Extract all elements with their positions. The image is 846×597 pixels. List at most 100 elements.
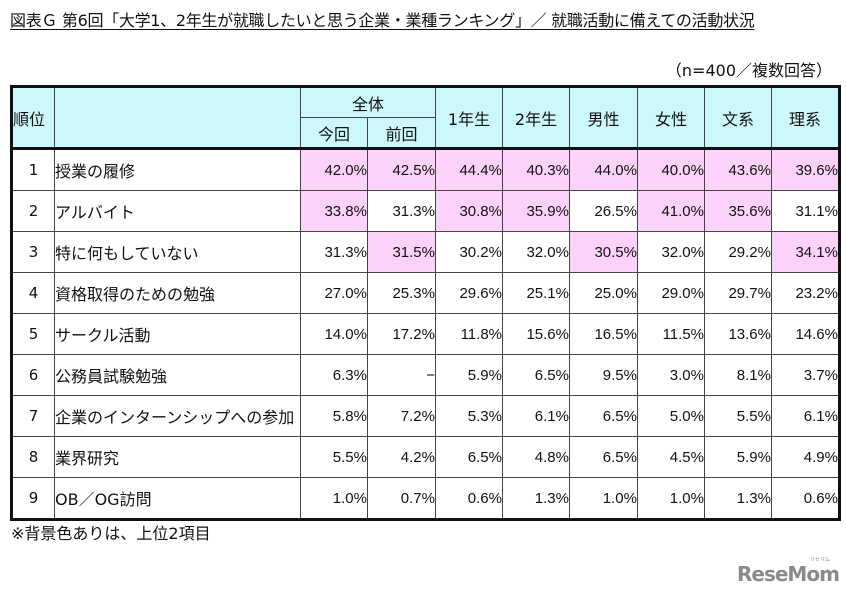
- value-cell: 16.5%: [569, 313, 638, 355]
- value-cell: 6.5%: [569, 436, 638, 478]
- value-cell: 3.0%: [637, 354, 705, 396]
- sample-note: （n=400／複数回答）: [665, 61, 832, 80]
- value-cell: 4.8%: [502, 436, 570, 478]
- header-previous: 前回: [367, 117, 436, 150]
- value-cell: 14.6%: [771, 313, 840, 355]
- footnote: ※背景色ありは、上位2項目: [11, 524, 211, 543]
- item-cell: 企業のインターンシップへの参加: [54, 395, 301, 437]
- value-cell: 6.5%: [502, 354, 570, 396]
- item-cell: 業界研究: [54, 436, 301, 478]
- value-cell: 30.8%: [435, 190, 503, 232]
- value-cell: 14.0%: [300, 313, 368, 355]
- table-row: 7 企業のインターンシップへの参加 5.8% 7.2% 5.3% 6.1% 6.5% 5.0%…: [11, 395, 840, 437]
- item-cell: 公務員試験勉強: [54, 354, 301, 396]
- value-cell: 1.3%: [704, 477, 772, 520]
- value-cell: 32.0%: [637, 231, 705, 273]
- activity-table: 順位 全体 1年生 2年生 男性 女性 文系 理系 今回 前回 1 授業の履修 42…: [10, 85, 841, 521]
- value-cell: 42.0%: [300, 148, 368, 191]
- value-cell: 1.0%: [300, 477, 368, 520]
- rank-cell: 5: [11, 313, 55, 355]
- value-cell: 33.8%: [300, 190, 368, 232]
- value-cell: 27.0%: [300, 272, 368, 314]
- rank-cell: 7: [11, 395, 55, 437]
- header-humanities: 文系: [704, 86, 772, 149]
- value-cell: 25.3%: [367, 272, 436, 314]
- item-cell: 特に何もしていない: [54, 231, 301, 273]
- value-cell: 6.1%: [771, 395, 840, 437]
- item-cell: 資格取得のための勉強: [54, 272, 301, 314]
- table-row: 6 公務員試験勉強 6.3% −5.9% 6.5% 9.5% 3.0% 8.1% 3.7%: [11, 354, 840, 396]
- value-cell: 8.1%: [704, 354, 772, 396]
- value-cell: 6.5%: [569, 395, 638, 437]
- header-overall: 全体: [300, 86, 436, 118]
- table-row: 4 資格取得のための勉強 27.0% 25.3% 29.6% 25.1% 25.0% 29.0…: [11, 272, 840, 314]
- rank-cell: 9: [11, 477, 55, 520]
- value-cell: 31.1%: [771, 190, 840, 232]
- value-cell: 5.9%: [704, 436, 772, 478]
- value-cell: 9.5%: [569, 354, 638, 396]
- rank-cell: 8: [11, 436, 55, 478]
- value-cell: 4.2%: [367, 436, 436, 478]
- value-cell: 42.5%: [367, 148, 436, 191]
- value-cell: 5.3%: [435, 395, 503, 437]
- value-cell: 17.2%: [367, 313, 436, 355]
- logo-subtext: リセマム: [810, 557, 831, 563]
- value-cell: 30.5%: [569, 231, 638, 273]
- value-cell: 0.6%: [435, 477, 503, 520]
- header-year1: 1年生: [435, 86, 503, 149]
- value-cell: 35.6%: [704, 190, 772, 232]
- value-cell: 30.2%: [435, 231, 503, 273]
- item-cell: 授業の履修: [54, 148, 301, 191]
- table-row: 1 授業の履修 42.0% 42.5% 44.4% 40.3% 44.0% 40.0% 43.6…: [11, 148, 840, 191]
- rank-cell: 1: [11, 148, 55, 191]
- value-cell: 6.5%: [435, 436, 503, 478]
- value-cell: 7.2%: [367, 395, 436, 437]
- value-cell: 39.6%: [771, 148, 840, 191]
- value-cell: 31.3%: [367, 190, 436, 232]
- value-cell: 23.2%: [771, 272, 840, 314]
- value-cell: 6.1%: [502, 395, 570, 437]
- value-cell: 32.0%: [502, 231, 570, 273]
- value-cell: 1.0%: [637, 477, 705, 520]
- header-science: 理系: [771, 86, 840, 149]
- value-cell: 15.6%: [502, 313, 570, 355]
- value-cell: 31.3%: [300, 231, 368, 273]
- table-row: 2 アルバイト 33.8% 31.3% 30.8% 35.9% 26.5% 41.0% 35.6…: [11, 190, 840, 232]
- rank-cell: 2: [11, 190, 55, 232]
- value-cell: 40.3%: [502, 148, 570, 191]
- header-male: 男性: [569, 86, 638, 149]
- value-cell: 1.3%: [502, 477, 570, 520]
- value-cell: −: [367, 354, 436, 396]
- value-cell: 40.0%: [637, 148, 705, 191]
- value-cell: 29.7%: [704, 272, 772, 314]
- table-row: 5 サークル活動 14.0% 17.2% 11.8% 15.6% 16.5% 11.5% 13.…: [11, 313, 840, 355]
- value-cell: 29.6%: [435, 272, 503, 314]
- value-cell: 29.0%: [637, 272, 705, 314]
- value-cell: 44.0%: [569, 148, 638, 191]
- header-item: [54, 86, 301, 149]
- value-cell: 6.3%: [300, 354, 368, 396]
- value-cell: 25.1%: [502, 272, 570, 314]
- table-row: 8 業界研究 5.5% 4.2% 6.5% 4.8% 6.5% 4.5% 5.9% 4.9%: [11, 436, 840, 478]
- value-cell: 5.0%: [637, 395, 705, 437]
- rank-cell: 4: [11, 272, 55, 314]
- value-cell: 13.6%: [704, 313, 772, 355]
- rank-cell: 6: [11, 354, 55, 396]
- value-cell: 0.6%: [771, 477, 840, 520]
- rank-cell: 3: [11, 231, 55, 273]
- item-cell: OB／OG訪問: [54, 477, 301, 520]
- value-cell: 31.5%: [367, 231, 436, 273]
- value-cell: 43.6%: [704, 148, 772, 191]
- value-cell: 5.5%: [704, 395, 772, 437]
- value-cell: 4.5%: [637, 436, 705, 478]
- figure-title: 図表Ｇ 第6回「大学1、2年生が就職したいと思う企業・業種ランキング」／ 就職活…: [10, 11, 755, 30]
- value-cell: 1.0%: [569, 477, 638, 520]
- table-body: 1 授業の履修 42.0% 42.5% 44.4% 40.3% 44.0% 40.0% 43.6…: [11, 148, 840, 520]
- value-cell: 3.7%: [771, 354, 840, 396]
- value-cell: 11.5%: [637, 313, 705, 355]
- value-cell: 44.4%: [435, 148, 503, 191]
- value-cell: 5.8%: [300, 395, 368, 437]
- value-cell: 25.0%: [569, 272, 638, 314]
- header-year2: 2年生: [502, 86, 570, 149]
- value-cell: 11.8%: [435, 313, 503, 355]
